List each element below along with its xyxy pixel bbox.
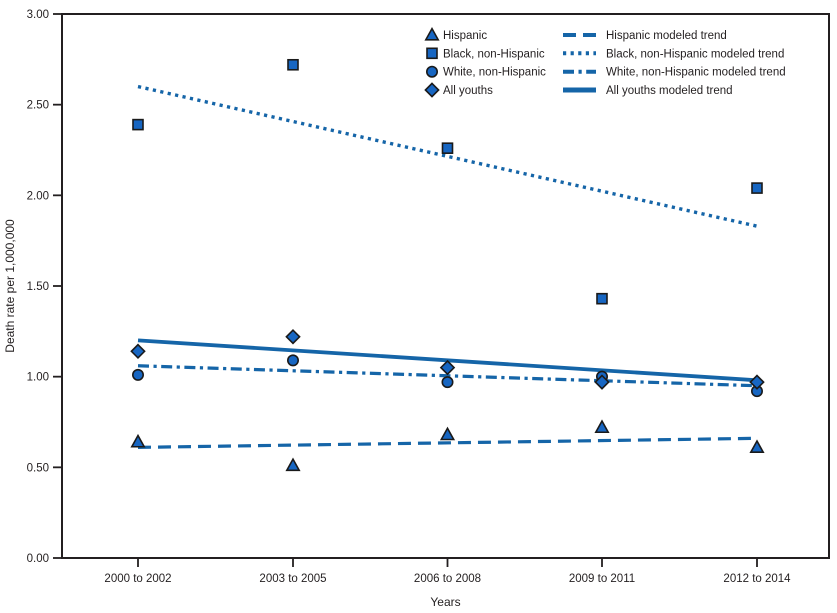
data-point-square: [751, 182, 763, 194]
data-point-circle: [441, 376, 454, 389]
data-point-diamond: [130, 343, 146, 360]
y-tick-label: 2.50: [27, 100, 49, 112]
data-point-circle: [286, 354, 299, 367]
data-point-triangle: [439, 426, 456, 441]
legend-label-series: Black, non-Hispanic: [443, 48, 545, 60]
trend-line-dotted: [137, 84, 758, 228]
data-point-triangle: [285, 457, 301, 472]
data-point-circle: [132, 368, 145, 381]
y-tick-label: 3.00: [27, 9, 49, 21]
y-tick-label: 0.00: [27, 553, 49, 565]
data-point-triangle: [130, 433, 146, 448]
y-tick-label: 2.00: [27, 190, 49, 202]
legend-label-series: Hispanic: [443, 30, 487, 42]
trend-line-dashed: [137, 436, 758, 449]
legend-marker-square: [426, 47, 438, 60]
x-tick-label: 2000 to 2002: [104, 573, 171, 585]
data-point-triangle: [749, 439, 765, 453]
data-point-diamond: [749, 374, 765, 390]
data-point-square: [441, 142, 454, 154]
legend-marker-circle: [425, 65, 438, 78]
data-point-square: [596, 292, 608, 305]
legend-label-trend: Black, non-Hispanic modeled trend: [606, 48, 784, 60]
y-tick-label: 0.50: [27, 462, 49, 474]
y-tick-label: 1.50: [27, 281, 49, 293]
y-tick-label: 1.00: [27, 372, 49, 384]
legend-label-series: White, non-Hispanic: [443, 67, 546, 79]
x-tick-label: 2006 to 2008: [414, 573, 481, 585]
data-point-diamond: [439, 359, 456, 376]
legend-label-trend: White, non-Hispanic modeled trend: [606, 67, 786, 79]
legend-label-trend: All youths modeled trend: [606, 85, 733, 97]
trend-line-dashdot: [137, 364, 758, 388]
legend-label-series: All youths: [443, 85, 493, 97]
data-point-triangle: [594, 419, 610, 434]
y-axis-title: Death rate per 1,000,000: [3, 219, 17, 353]
legend-marker-diamond: [424, 82, 440, 98]
legend-label-trend: Hispanic modeled trend: [606, 30, 727, 42]
data-point-square: [132, 118, 144, 131]
x-tick-label: 2003 to 2005: [259, 573, 326, 585]
data-point-diamond: [285, 329, 301, 345]
x-tick-label: 2012 to 2014: [723, 573, 791, 585]
x-axis-title: Years: [430, 595, 460, 609]
legend-marker-triangle: [424, 26, 440, 41]
x-tick-label: 2009 to 2011: [569, 573, 635, 585]
data-point-square: [287, 58, 299, 71]
data-point-diamond: [594, 374, 610, 390]
